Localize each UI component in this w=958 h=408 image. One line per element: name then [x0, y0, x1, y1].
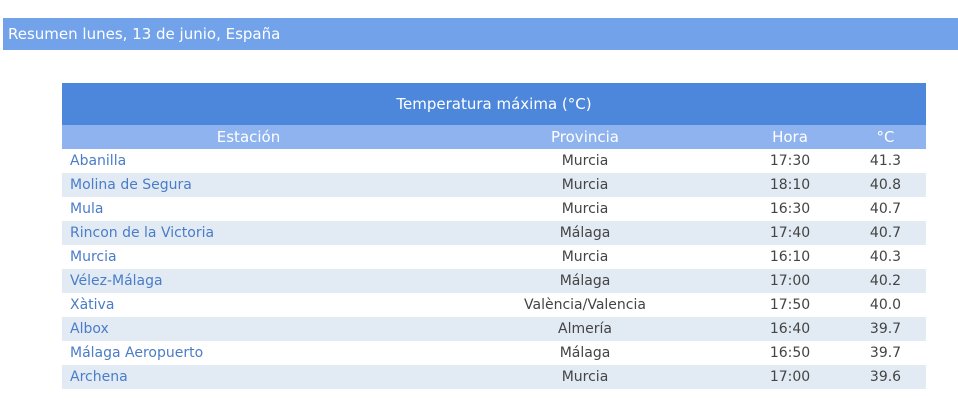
table-row: Vélez-Málaga Málaga 17:00 40.2: [62, 269, 926, 293]
station-link[interactable]: Vélez-Málaga: [62, 269, 435, 293]
table-row: Mula Murcia 16:30 40.7: [62, 197, 926, 221]
table-cell: 40.8: [845, 173, 926, 197]
table-row: Abanilla Murcia 17:30 41.3: [62, 149, 926, 173]
table-cell: 17:00: [735, 365, 845, 389]
station-link[interactable]: Archena: [62, 365, 435, 389]
table-cell: Murcia: [435, 365, 735, 389]
table-cell: Málaga: [559, 345, 611, 361]
page-header: Resumen lunes, 13 de junio, España: [3, 18, 958, 50]
table-cell: 40.3: [869, 249, 902, 265]
table-cell: Murcia: [561, 249, 609, 265]
station-link[interactable]: Mula: [70, 201, 104, 217]
station-link[interactable]: Molina de Segura: [62, 173, 435, 197]
table-row: Murcia Murcia 16:10 40.3: [62, 245, 926, 269]
table-row: Rincon de la Victoria Málaga 17:40 40.7: [62, 221, 926, 245]
station-link[interactable]: Murcia: [70, 249, 117, 265]
table-cell: 39.6: [845, 365, 926, 389]
column-header: Hora: [735, 125, 845, 149]
table-cell: 17:00: [735, 269, 845, 293]
column-header: Estación: [62, 125, 435, 149]
table-row: Xàtiva València/Valencia 17:50 40.0: [62, 293, 926, 317]
station-link[interactable]: Abanilla: [70, 153, 127, 169]
table-cell: Málaga: [435, 269, 735, 293]
table-cell: Murcia: [435, 173, 735, 197]
table-cell: 41.3: [869, 153, 902, 169]
table-title: Temperatura máxima (°C): [62, 83, 926, 125]
column-header: °C: [845, 125, 926, 149]
table-row: Málaga Aeropuerto Málaga 16:50 39.7: [62, 341, 926, 365]
table-cell: 17:50: [769, 297, 811, 313]
table-cell: 17:30: [769, 153, 811, 169]
table-cell: 17:40: [735, 221, 845, 245]
table-cell: 16:40: [735, 317, 845, 341]
table-cell: 39.7: [869, 345, 902, 361]
station-link[interactable]: Rincon de la Victoria: [62, 221, 435, 245]
table-cell: 16:30: [769, 201, 811, 217]
table-cell: Murcia: [561, 153, 609, 169]
table-cell: 16:50: [769, 345, 811, 361]
station-link[interactable]: Xàtiva: [70, 297, 115, 313]
data-table: Temperatura máxima (°C) Estación Provinci…: [62, 83, 926, 389]
table-row: Archena Murcia 17:00 39.6: [62, 365, 926, 389]
table-cell: 40.7: [869, 201, 902, 217]
table-cell: Almería: [435, 317, 735, 341]
table-cell: 40.0: [869, 297, 902, 313]
table-cell: 16:10: [769, 249, 811, 265]
table-cell: 40.2: [845, 269, 926, 293]
table-cell: 18:10: [735, 173, 845, 197]
table-cell: 40.7: [845, 221, 926, 245]
table-row: Molina de Segura Murcia 18:10 40.8: [62, 173, 926, 197]
station-link[interactable]: Málaga Aeropuerto: [70, 345, 204, 361]
table-cell: Murcia: [561, 201, 609, 217]
table-cell: València/Valencia: [524, 297, 646, 313]
station-link[interactable]: Albox: [62, 317, 435, 341]
table-row: Albox Almería 16:40 39.7: [62, 317, 926, 341]
table-cell: Málaga: [435, 221, 735, 245]
column-header: Provincia: [435, 125, 735, 149]
header-row: Estación Provincia Hora °C: [62, 125, 926, 149]
table-cell: 39.7: [845, 317, 926, 341]
